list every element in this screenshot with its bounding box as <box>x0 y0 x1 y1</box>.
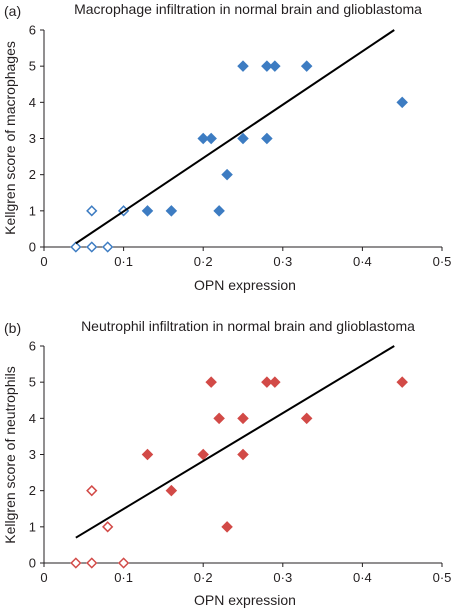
data-point-open <box>117 557 130 569</box>
data-point-filled <box>165 484 178 497</box>
x-tick-label: 0·3 <box>273 254 292 269</box>
data-point-filled <box>197 132 209 145</box>
data-point-filled <box>269 60 281 72</box>
data-point-filled <box>165 205 178 217</box>
data-point-filled <box>396 96 408 109</box>
y-tick-label: 3 <box>29 447 36 462</box>
y-tick-label: 5 <box>29 375 36 390</box>
data-point-filled <box>237 60 249 72</box>
y-axis-label: Kellgren score of neutrophils <box>2 366 18 543</box>
y-tick-label: 3 <box>29 131 36 146</box>
y-tick-label: 6 <box>29 23 36 38</box>
data-point-filled <box>261 132 273 145</box>
data-point-filled <box>261 60 273 72</box>
y-tick-label: 2 <box>29 167 36 182</box>
y-tick-label: 1 <box>29 203 36 218</box>
trend-line <box>75 345 395 539</box>
x-tick-label: 0 <box>40 570 47 585</box>
x-tick-label: 0 <box>40 254 47 269</box>
data-point-filled <box>205 376 217 388</box>
x-tick-label: 0·2 <box>194 254 213 269</box>
y-tick-label: 2 <box>29 483 36 498</box>
x-tick-label: 0·4 <box>353 570 372 585</box>
chart-panel-a: (a) Macrophage infiltration in normal br… <box>2 1 451 293</box>
data-point-open <box>102 521 114 533</box>
y-tick-label: 0 <box>29 556 36 571</box>
y-tick-label: 4 <box>29 411 36 426</box>
data-point-filled <box>213 205 225 217</box>
data-point-open <box>86 557 98 569</box>
data-point-filled <box>221 521 233 533</box>
data-point-filled <box>213 412 225 425</box>
x-tick-label: 0·1 <box>114 254 133 269</box>
y-tick-label: 1 <box>29 519 36 534</box>
data-point-filled <box>269 376 281 388</box>
data-point-filled <box>197 448 209 461</box>
chart-title: Macrophage infiltration in normal brain … <box>74 1 422 17</box>
data-point-filled <box>300 60 313 72</box>
data-point-filled <box>141 448 154 461</box>
data-point-open <box>86 241 98 253</box>
data-point-filled <box>141 205 154 217</box>
data-point-open <box>86 205 98 217</box>
data-point-filled <box>237 448 249 461</box>
data-point-filled <box>237 132 249 145</box>
data-point-filled <box>205 132 217 145</box>
data-point-filled <box>261 376 273 388</box>
panel-label: (b) <box>4 320 21 336</box>
x-tick-label: 0·1 <box>114 570 133 585</box>
y-tick-label: 4 <box>29 95 36 110</box>
data-point-filled <box>396 376 408 388</box>
data-point-filled <box>221 168 233 181</box>
data-point-open <box>86 485 98 497</box>
chart-title: Neutrophil infiltration in normal brain … <box>81 318 415 334</box>
y-tick-label: 6 <box>29 339 36 354</box>
y-tick-label: 5 <box>29 59 36 74</box>
data-point-filled <box>237 412 249 425</box>
x-tick-label: 0·2 <box>194 570 213 585</box>
data-point-open <box>70 241 82 253</box>
x-tick-label: 0·4 <box>353 254 372 269</box>
x-tick-label: 0·5 <box>433 570 452 585</box>
x-axis-label: OPN expression <box>194 592 296 608</box>
panel-label: (a) <box>4 3 21 19</box>
chart-panel-b: (b) Neutrophil infiltration in normal br… <box>2 318 451 608</box>
x-tick-label: 0·3 <box>273 570 292 585</box>
x-axis-label: OPN expression <box>194 277 296 293</box>
data-point-open <box>70 557 82 569</box>
y-tick-label: 0 <box>29 240 36 255</box>
x-tick-label: 0·5 <box>433 254 452 269</box>
data-point-filled <box>300 412 313 425</box>
y-axis-label: Kellgren score of macrophages <box>2 41 18 235</box>
trend-line <box>75 29 395 245</box>
data-point-open <box>102 241 114 253</box>
